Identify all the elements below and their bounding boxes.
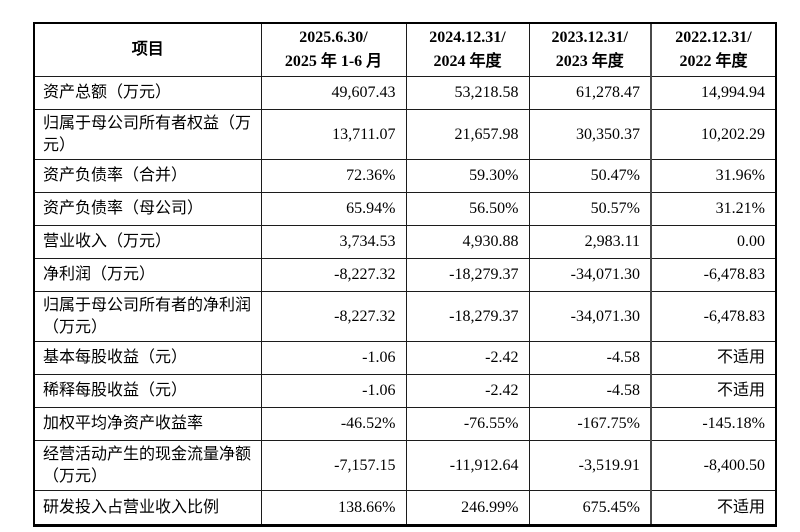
value-cell: -6,478.83	[650, 258, 777, 292]
row-label: 基本每股收益（元）	[33, 341, 262, 375]
value-cell: -1.06	[260, 341, 407, 375]
table-row-net-profit: 净利润（万元） -8,227.32 -18,279.37 -34,071.30 …	[33, 258, 777, 292]
table-header-row: 项目 2025.6.30/ 2025 年 1-6 月 2024.12.31/ 2…	[33, 22, 777, 77]
value-cell: 3,734.53	[260, 225, 407, 259]
header-cell-2024: 2024.12.31/ 2024 年度	[405, 22, 530, 77]
value-cell: -8,400.50	[650, 440, 777, 491]
value-cell: 10,202.29	[650, 109, 777, 160]
value-cell: 675.45%	[528, 490, 652, 527]
header-period-line: 2023 年度	[555, 53, 624, 70]
value-cell: -167.75%	[528, 407, 652, 441]
row-label: 加权平均净资产收益率	[33, 407, 262, 441]
value-cell: 56.50%	[405, 192, 530, 226]
header-date-line: 2022.12.31/	[675, 29, 752, 46]
table-row-diluted-eps: 稀释每股收益（元） -1.06 -2.42 -4.58 不适用	[33, 374, 777, 408]
value-cell: 14,994.94	[650, 76, 777, 110]
row-label: 归属于母公司所有者的净利润（万元）	[33, 291, 262, 342]
value-cell: -18,279.37	[405, 258, 530, 292]
value-cell: -145.18%	[650, 407, 777, 441]
value-cell: -34,071.30	[528, 291, 652, 342]
value-cell: 不适用	[650, 374, 777, 408]
row-label: 归属于母公司所有者权益（万元）	[33, 109, 262, 160]
header-item-label: 项目	[131, 41, 164, 58]
value-cell: 21,657.98	[405, 109, 530, 160]
value-cell: 53,218.58	[405, 76, 530, 110]
value-cell: 72.36%	[260, 159, 407, 193]
value-cell: 2,983.11	[528, 225, 652, 259]
row-label: 经营活动产生的现金流量净额（万元）	[33, 440, 262, 491]
value-cell: 4,930.88	[405, 225, 530, 259]
value-cell: -7,157.15	[260, 440, 407, 491]
financial-summary-table: 项目 2025.6.30/ 2025 年 1-6 月 2024.12.31/ 2…	[33, 22, 777, 527]
table-row-operating-revenue: 营业收入（万元） 3,734.53 4,930.88 2,983.11 0.00	[33, 225, 777, 259]
header-period-line: 2025 年 1-6 月	[284, 53, 383, 70]
value-cell: 61,278.47	[528, 76, 652, 110]
value-cell: -76.55%	[405, 407, 530, 441]
table-row-weighted-avg-roe: 加权平均净资产收益率 -46.52% -76.55% -167.75% -145…	[33, 407, 777, 441]
value-cell: -8,227.32	[260, 258, 407, 292]
table-row-total-assets: 资产总额（万元） 49,607.43 53,218.58 61,278.47 1…	[33, 76, 777, 110]
table-row-rd-revenue-ratio: 研发投入占营业收入比例 138.66% 246.99% 675.45% 不适用	[33, 490, 777, 527]
value-cell: 49,607.43	[260, 76, 407, 110]
header-cell-2023: 2023.12.31/ 2023 年度	[528, 22, 652, 77]
value-cell: 50.47%	[528, 159, 652, 193]
value-cell: -46.52%	[260, 407, 407, 441]
value-cell: -3,519.91	[528, 440, 652, 491]
table-row-operating-cash-flow: 经营活动产生的现金流量净额（万元） -7,157.15 -11,912.64 -…	[33, 440, 777, 491]
header-cell-2022: 2022.12.31/ 2022 年度	[650, 22, 777, 77]
value-cell: 65.94%	[260, 192, 407, 226]
value-cell: -34,071.30	[528, 258, 652, 292]
header-period-line: 2024 年度	[433, 53, 502, 70]
value-cell: -6,478.83	[650, 291, 777, 342]
financial-summary-table-container: 项目 2025.6.30/ 2025 年 1-6 月 2024.12.31/ 2…	[33, 22, 777, 527]
value-cell: 30,350.37	[528, 109, 652, 160]
row-label: 资产负债率（母公司）	[33, 192, 262, 226]
value-cell: -4.58	[528, 341, 652, 375]
row-label: 研发投入占营业收入比例	[33, 490, 262, 527]
row-label: 稀释每股收益（元）	[33, 374, 262, 408]
value-cell: 31.96%	[650, 159, 777, 193]
row-label: 净利润（万元）	[33, 258, 262, 292]
value-cell: -2.42	[405, 341, 530, 375]
table-row-debt-ratio-parent: 资产负债率（母公司） 65.94% 56.50% 50.57% 31.21%	[33, 192, 777, 226]
table-row-debt-ratio-consolidated: 资产负债率（合并） 72.36% 59.30% 50.47% 31.96%	[33, 159, 777, 193]
row-label: 资产负债率（合并）	[33, 159, 262, 193]
value-cell: 13,711.07	[260, 109, 407, 160]
header-date-line: 2025.6.30/	[299, 29, 368, 46]
header-period-line: 2022 年度	[679, 53, 748, 70]
header-date-line: 2024.12.31/	[429, 29, 506, 46]
value-cell: -8,227.32	[260, 291, 407, 342]
row-label: 营业收入（万元）	[33, 225, 262, 259]
value-cell: 31.21%	[650, 192, 777, 226]
header-date-line: 2023.12.31/	[551, 29, 628, 46]
row-label: 资产总额（万元）	[33, 76, 262, 110]
value-cell: 138.66%	[260, 490, 407, 527]
header-cell-item: 项目	[33, 22, 262, 77]
header-cell-2025: 2025.6.30/ 2025 年 1-6 月	[260, 22, 407, 77]
value-cell: 59.30%	[405, 159, 530, 193]
table-row-net-profit-parent: 归属于母公司所有者的净利润（万元） -8,227.32 -18,279.37 -…	[33, 291, 777, 342]
value-cell: -18,279.37	[405, 291, 530, 342]
value-cell: -1.06	[260, 374, 407, 408]
value-cell: 50.57%	[528, 192, 652, 226]
value-cell: 不适用	[650, 490, 777, 527]
value-cell: 不适用	[650, 341, 777, 375]
value-cell: -4.58	[528, 374, 652, 408]
value-cell: -2.42	[405, 374, 530, 408]
value-cell: 246.99%	[405, 490, 530, 527]
value-cell: -11,912.64	[405, 440, 530, 491]
value-cell: 0.00	[650, 225, 777, 259]
table-row-parent-equity: 归属于母公司所有者权益（万元） 13,711.07 21,657.98 30,3…	[33, 109, 777, 160]
table-row-basic-eps: 基本每股收益（元） -1.06 -2.42 -4.58 不适用	[33, 341, 777, 375]
